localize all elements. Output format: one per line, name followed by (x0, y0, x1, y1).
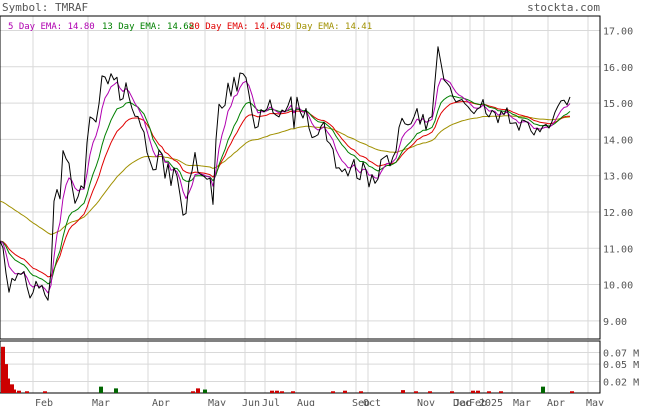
volume-grid (0, 341, 600, 393)
volume-bar (114, 388, 118, 393)
volume-bar (12, 389, 16, 393)
volume-bar (10, 384, 14, 393)
month-label: Apr (547, 398, 565, 406)
volume-bar (471, 390, 475, 393)
legend-ema50: 50 Day EMA: 14.41 (280, 22, 372, 32)
month-label: Feb (35, 398, 53, 406)
month-label: Dec (453, 398, 471, 406)
volume-bar (541, 386, 545, 393)
month-label: 2025 (479, 398, 503, 406)
site-label: stockta.com (527, 1, 600, 14)
month-label: May (208, 398, 226, 406)
volume-tick-label: 0.05 M (603, 360, 639, 371)
volume-bar (487, 391, 491, 393)
price-tick-label: 14.00 (603, 135, 633, 146)
legend-ema5: 5 Day EMA: 14.80 (8, 22, 95, 32)
month-label: Jul (262, 398, 280, 406)
legend-ema13: 13 Day EMA: 14.68 (102, 22, 194, 32)
volume-bar (359, 391, 363, 393)
month-label: Oct (363, 398, 381, 406)
price-tick-label: 15.00 (603, 99, 633, 110)
month-label: Apr (152, 398, 170, 406)
volume-bar (25, 391, 29, 393)
volume-panel-frame (0, 340, 601, 394)
legend-ema20: 20 Day EMA: 14.64 (189, 22, 281, 32)
price-tick-label: 13.00 (603, 172, 633, 183)
month-label: Jan (454, 398, 472, 406)
series-line-price (0, 46, 571, 301)
volume-bar (331, 391, 335, 393)
volume-bar (414, 391, 418, 393)
month-label: May (586, 398, 604, 406)
price-tick-label: 9.00 (603, 317, 627, 328)
volume-bar (428, 391, 432, 393)
month-label: Feb (469, 398, 487, 406)
month-label: Sep (352, 398, 370, 406)
volume-bars (1, 346, 574, 393)
price-tick-label: 10.00 (603, 281, 633, 292)
volume-bar (203, 389, 207, 393)
series-line-50-day-ema (0, 115, 571, 235)
volume-bar (17, 390, 21, 393)
price-axis: 17.00 16.00 15.00 14.00 13.00 12.00 11.00 10.00… (603, 27, 633, 328)
month-label: Aug (297, 398, 315, 406)
volume-bar (499, 391, 503, 393)
symbol-label: Symbol: TMRAF (2, 1, 88, 14)
volume-bar (191, 391, 195, 393)
price-tick-label: 17.00 (603, 27, 633, 38)
month-label: Mar (513, 398, 531, 406)
volume-bar (1, 346, 5, 393)
volume-bar (450, 391, 454, 393)
price-tick-label: 11.00 (603, 244, 633, 255)
month-label: Nov (417, 398, 435, 406)
volume-bar (196, 388, 200, 393)
volume-bar (476, 390, 480, 393)
volume-bar (291, 391, 295, 393)
volume-axis: 0.07 M0.05 M 0.02 M (603, 349, 639, 389)
volume-bar (99, 386, 103, 393)
volume-bar (275, 390, 279, 393)
price-tick-label: 12.00 (603, 208, 633, 219)
volume-bar (343, 390, 347, 393)
series-lines (0, 46, 571, 301)
volume-tick-label: 0.02 M (603, 377, 639, 388)
volume-bar (6, 378, 10, 393)
price-tick-label: 16.00 (603, 63, 633, 74)
month-label: Jun (242, 398, 260, 406)
volume-bar (43, 391, 47, 393)
price-grid (0, 16, 600, 339)
volume-bar (570, 391, 574, 393)
volume-bar (401, 390, 405, 393)
volume-bar (270, 390, 274, 393)
ema-legend: 5 Day EMA: 14.80 13 Day EMA: 14.68 20 Da… (8, 22, 372, 32)
volume-bar (280, 391, 284, 393)
volume-tick-label: 0.07 M (603, 349, 639, 360)
price-panel-frame (0, 15, 601, 340)
month-label: Mar (92, 398, 110, 406)
